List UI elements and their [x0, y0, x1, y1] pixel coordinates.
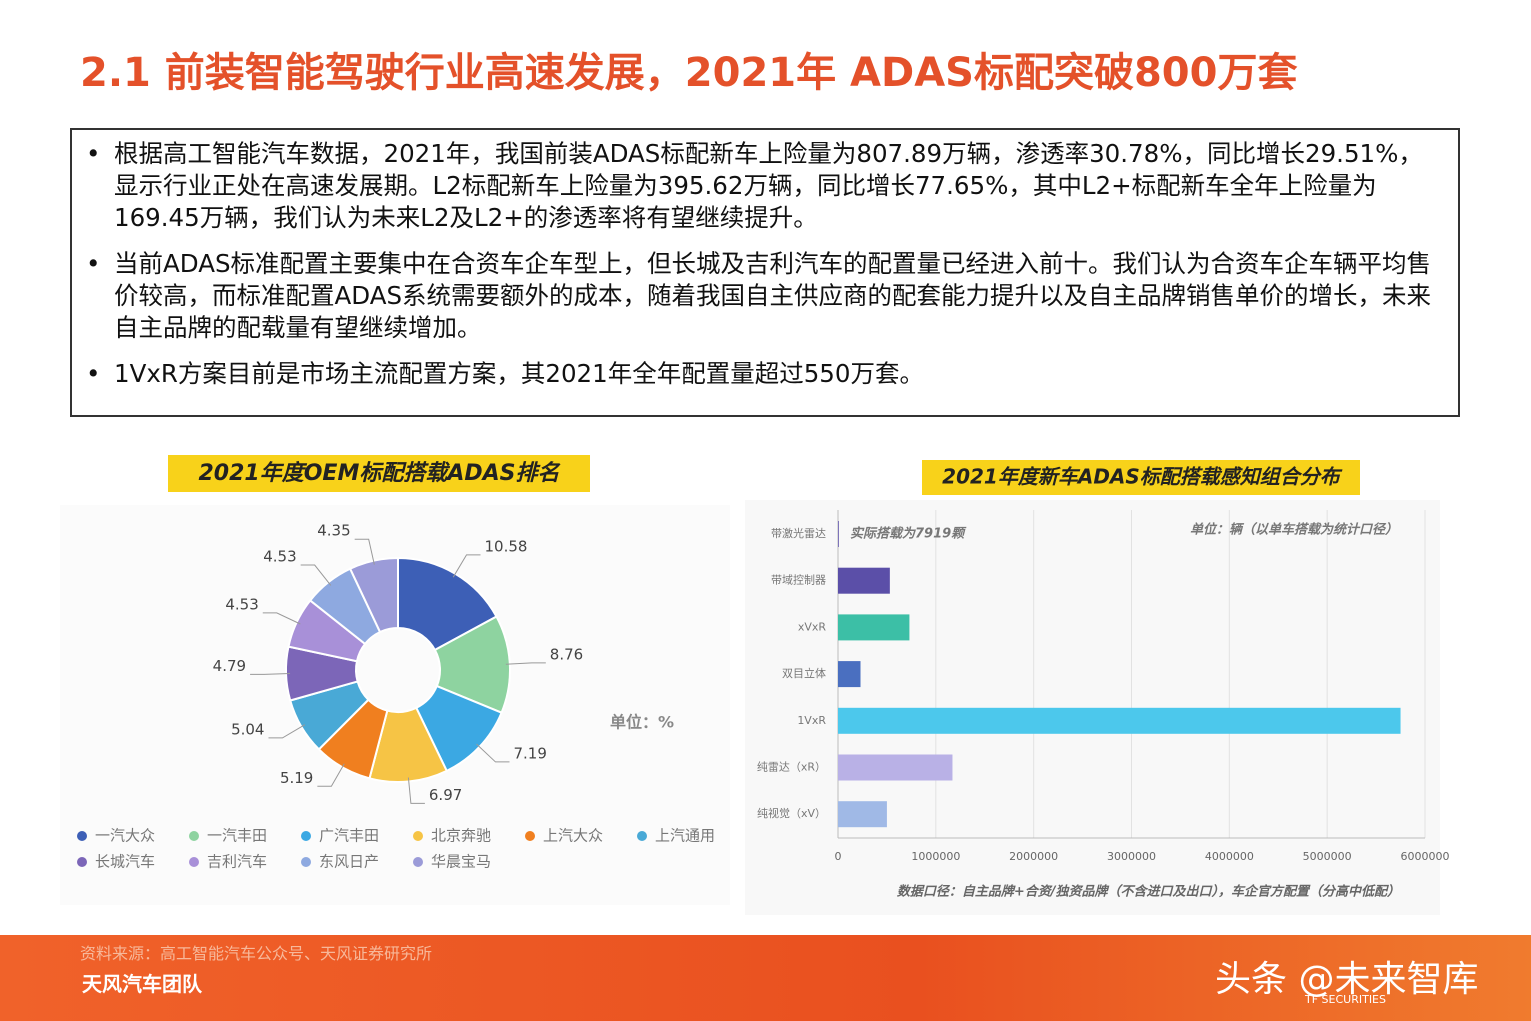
legend-dot [413, 857, 423, 867]
title-highlight [168, 455, 590, 492]
legend-dot [189, 831, 199, 841]
leader-line [354, 538, 375, 565]
bar [838, 801, 887, 828]
bar [838, 567, 890, 594]
bar [838, 754, 953, 781]
bar [838, 521, 839, 547]
y-tick-label: 纯雷达（xR） [757, 761, 826, 774]
data-label: 4.79 [213, 657, 246, 675]
bullet: 根据高工智能汽车数据，2021年，我国前装ADAS标配新车上险量为807.89万… [86, 138, 1438, 234]
legend-label: 吉利汽车 [207, 853, 267, 871]
x-tick-label: 2000000 [1009, 850, 1058, 863]
legend-label: 华晨宝马 [431, 853, 491, 871]
annotation: 实际搭载为7919颗 [850, 526, 967, 542]
text-box: 根据高工智能汽车数据，2021年，我国前装ADAS标配新车上险量为807.89万… [70, 128, 1460, 417]
data-label: 7.19 [513, 744, 546, 762]
source: 资料来源：高工智能汽车公众号、天风证券研究所 [80, 944, 433, 963]
y-tick-label: 带激光雷达 [771, 526, 826, 540]
data-label: 8.76 [550, 645, 583, 663]
title-highlight [922, 460, 1360, 495]
x-tick-label: 0 [835, 850, 842, 863]
footer-band [0, 935, 1531, 1021]
legend-label: 上汽大众 [543, 827, 603, 845]
leader-line [268, 724, 306, 739]
team: 天风汽车团队 [82, 972, 202, 996]
x-tick-label: 3000000 [1107, 850, 1156, 863]
legend-label: 长城汽车 [95, 853, 155, 871]
legend-dot [301, 857, 311, 867]
slide-title: 2.1 前装智能驾驶行业高速发展，2021年 ADAS标配突破800万套 [80, 50, 1298, 96]
chart-title: 2021年度新车ADAS标配搭载感知组合分布 [942, 465, 1343, 489]
legend-label: 一汽丰田 [207, 827, 267, 845]
bar [838, 614, 910, 641]
y-tick-label: 纯视觉（xV） [757, 806, 826, 820]
legend-dot [637, 831, 647, 841]
chart-title: 2021年度OEM标配搭载ADAS排名 [198, 460, 561, 486]
leader-line [300, 564, 332, 586]
legend-dot [77, 831, 87, 841]
leader-line [262, 612, 301, 625]
legend-dot [189, 857, 199, 867]
unit: 单位：% [610, 713, 674, 732]
legend-label: 广汽丰田 [319, 827, 379, 845]
x-tick-label: 5000000 [1303, 850, 1352, 863]
legend-dot [301, 831, 311, 841]
x-tick-label: 1000000 [911, 850, 960, 863]
data-label: 10.58 [485, 537, 528, 555]
data-label: 4.53 [263, 548, 296, 566]
unit: 单位：辆（以单车搭载为统计口径） [1190, 522, 1398, 538]
data-label: 6.97 [429, 786, 462, 804]
donut-slice [397, 556, 498, 652]
y-tick-label: 带域控制器 [771, 573, 826, 587]
note: 数据口径：自主品牌+合资/独资品牌（不含进口及出口），车企官方配置（分高中低配） [897, 884, 1400, 900]
bullet: 当前ADAS标准配置主要集中在合资车企车型上，但长城及吉利汽车的配置量已经进入前… [86, 248, 1438, 344]
legend-dot [77, 857, 87, 867]
legend-label: 一汽大众 [95, 827, 155, 845]
data-label: 5.04 [231, 720, 264, 738]
brand: TF SECURITIES [1305, 993, 1386, 1006]
bar [838, 661, 861, 688]
y-tick-label: 双目立体 [782, 666, 826, 680]
donut-slice [348, 556, 399, 634]
data-label: 5.19 [280, 769, 313, 787]
leader-line [505, 662, 546, 665]
leader-line [250, 673, 291, 675]
x-tick-label: 4000000 [1205, 850, 1254, 863]
data-label: 4.53 [225, 595, 258, 613]
legend-dot [525, 831, 535, 841]
watermark: 头条 @未来智库 [1215, 959, 1479, 1000]
y-tick-label: xVxR [798, 620, 827, 633]
legend-label: 上汽通用 [655, 827, 715, 845]
leader-line [452, 554, 481, 578]
y-tick-label: 1VxR [797, 714, 826, 727]
leader-line [476, 743, 510, 763]
data-label: 4.35 [317, 522, 350, 540]
bar [838, 707, 1401, 734]
legend-dot [413, 831, 423, 841]
legend-label: 北京奔驰 [431, 827, 491, 845]
leader-line [317, 763, 345, 787]
donut-slice [433, 615, 511, 715]
leader-line [407, 777, 425, 804]
x-tick-label: 6000000 [1401, 850, 1450, 863]
legend-label: 东风日产 [319, 853, 379, 871]
bullet: 1VxR方案目前是市场主流配置方案，其2021年全年配置量超过550万套。 [86, 358, 1438, 390]
